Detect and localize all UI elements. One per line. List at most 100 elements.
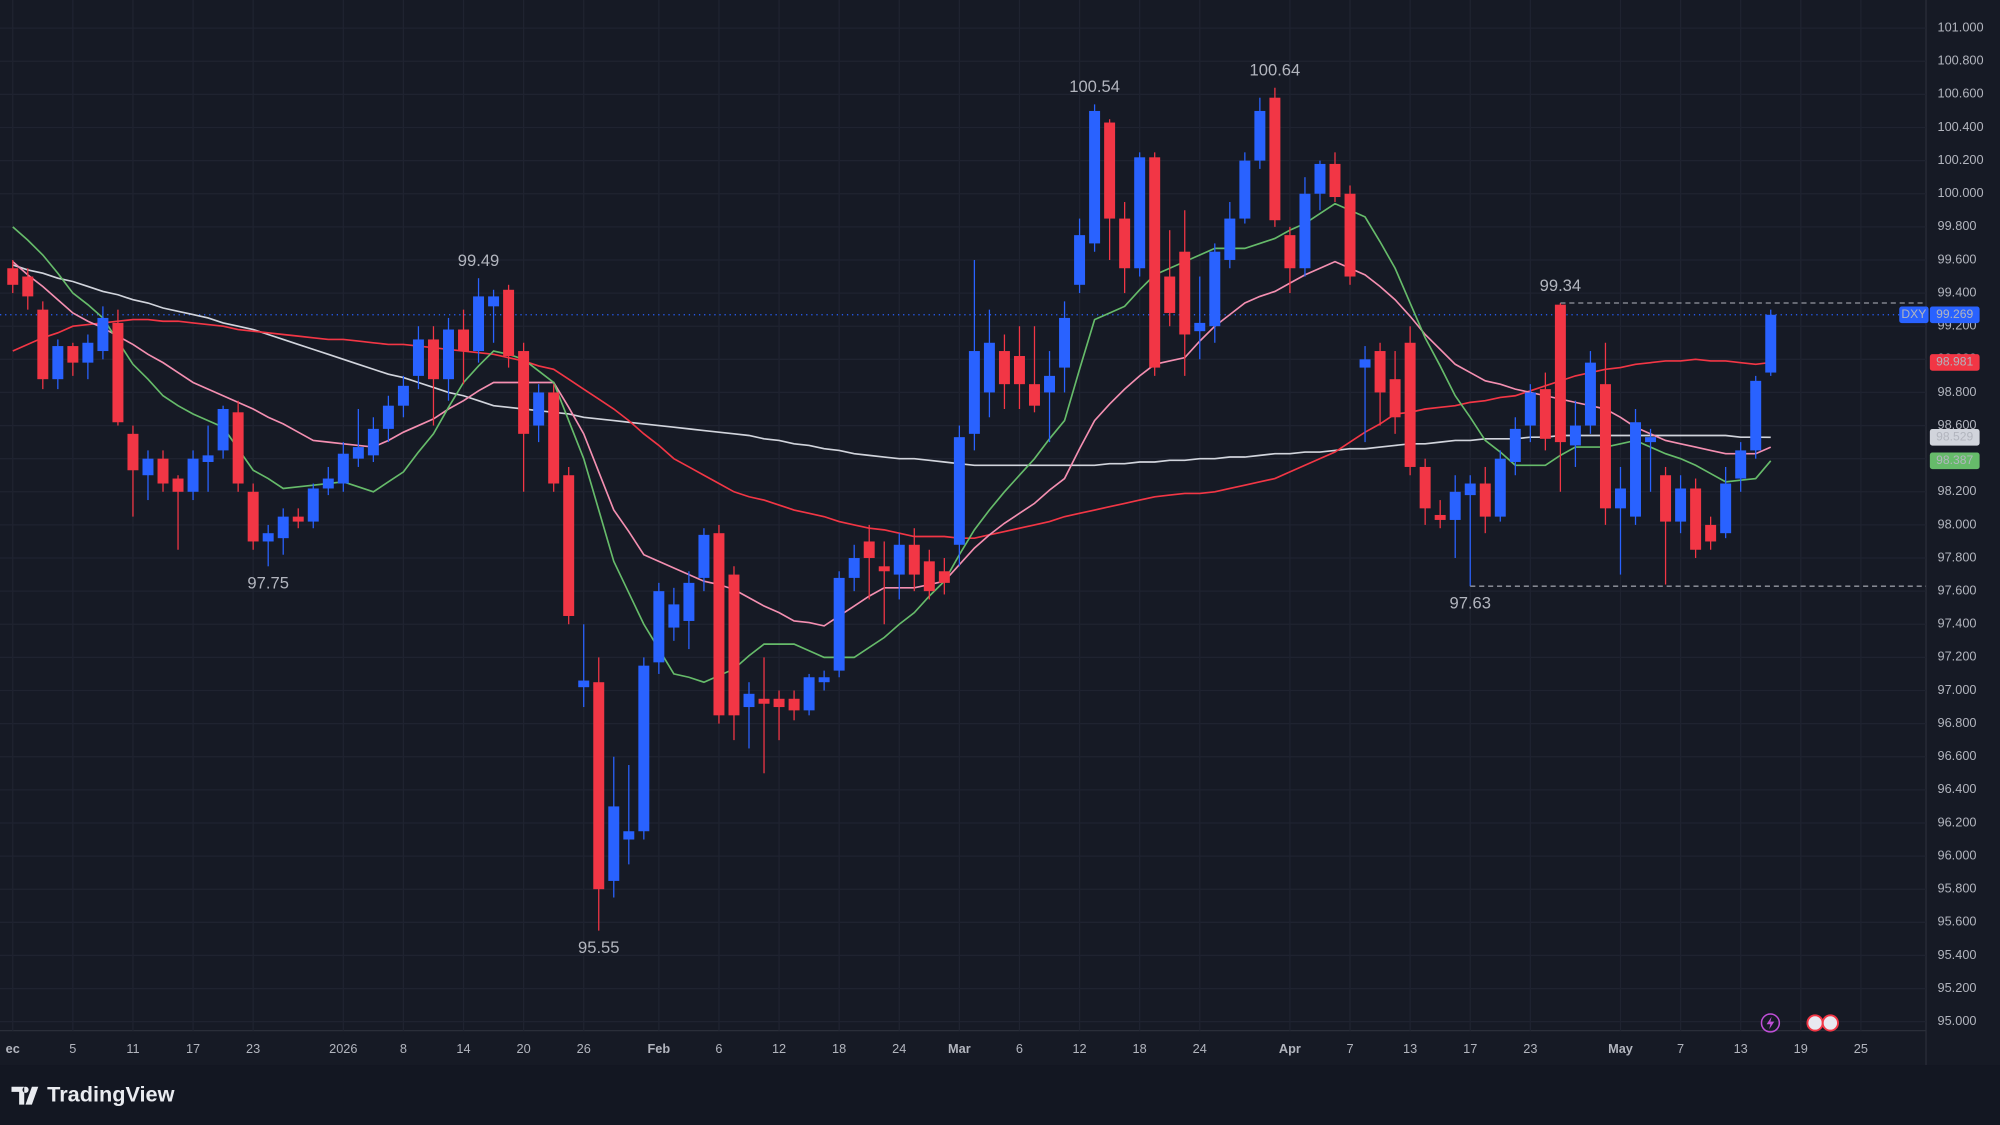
candle-body (1149, 157, 1161, 368)
symbol-tag-box (1899, 306, 1929, 324)
x-tick-label: 8 (400, 1041, 407, 1056)
candle-body (1464, 483, 1476, 496)
candle-body (262, 533, 274, 542)
x-tick-label: 23 (246, 1041, 260, 1056)
axes: 95.000 95.200 95.400 95.600 95.800 96.000 96.2… (6, 20, 1984, 1057)
y-tick-label: 97.600 (1938, 583, 1977, 598)
x-tick-label: 12 (772, 1041, 786, 1056)
candle-body (788, 698, 800, 711)
candle-body (1284, 235, 1296, 269)
candle-body (1735, 450, 1747, 479)
moving-average-line (12, 260, 1772, 627)
candle-body (1044, 375, 1055, 393)
y-tick-label: 95.800 (1938, 881, 1977, 896)
x-tick-label: 20 (517, 1041, 531, 1056)
candle-body (1164, 276, 1176, 313)
candle-body (1419, 466, 1431, 509)
x-tick-label: 7 (1346, 1041, 1353, 1056)
candle-body (1209, 251, 1221, 327)
candle-body (382, 405, 394, 429)
candle-body (833, 577, 845, 671)
x-tick-label: 19 (1794, 1041, 1808, 1056)
x-tick-label: Apr (1279, 1041, 1301, 1056)
x-tick-label: 5 (69, 1041, 76, 1056)
ma-price-tag-text: 98.981 (1936, 355, 1973, 369)
candle-body (1584, 362, 1596, 426)
ma-price-tag-text: 98.529 (1936, 430, 1973, 444)
candle-body (623, 831, 635, 840)
candle-body (1660, 475, 1672, 522)
event-flag[interactable] (1821, 1014, 1839, 1032)
candle-body (908, 544, 920, 575)
candle-body (1404, 342, 1416, 467)
candle-body (488, 296, 500, 307)
candle-body (1074, 235, 1086, 285)
candle-body (1645, 437, 1657, 443)
y-tick-label: 100.800 (1938, 53, 1984, 68)
x-tick-label: 6 (715, 1041, 722, 1056)
x-tick-label: 6 (1016, 1041, 1023, 1056)
candle-body (1013, 356, 1025, 385)
candle-body (1569, 425, 1581, 446)
x-tick-label: 13 (1734, 1041, 1748, 1056)
extreme-label: 100.54 (1069, 77, 1120, 96)
candle-body (1314, 163, 1326, 194)
y-tick-label: 95.600 (1938, 914, 1977, 929)
candle-body (1329, 163, 1341, 198)
candle-body (1359, 359, 1371, 368)
candle-body (367, 428, 379, 456)
extreme-label: 97.63 (1449, 593, 1491, 612)
candle-body (593, 682, 605, 890)
candle-body (142, 458, 154, 476)
x-tick-label: 26 (577, 1041, 591, 1056)
candle-body (503, 289, 515, 357)
y-tick-label: 98.800 (1938, 384, 1977, 399)
candle-body (1690, 488, 1702, 550)
brand-text: TradingView (47, 1081, 174, 1106)
candle-body (247, 491, 259, 542)
candle-body (938, 571, 950, 583)
bottom-icons[interactable] (1760, 1013, 1839, 1033)
plot-area: 99.49 100.54 100.64 99.34 97.75 95.55 97.63 (0, 61, 1927, 957)
candle-body (7, 268, 19, 285)
candle-body (1479, 483, 1491, 517)
candle-body (37, 309, 49, 380)
candle-body (397, 385, 409, 406)
ma-price-tag-box (1929, 429, 1980, 446)
x-tick-label: 23 (1523, 1041, 1537, 1056)
candle-body (1630, 422, 1641, 517)
last-price-tag-text: 99.269 (1936, 307, 1973, 321)
candle-body (1089, 110, 1101, 244)
extreme-label: 97.75 (247, 574, 289, 593)
alert-bolt (1766, 1016, 1775, 1030)
extreme-label: 100.64 (1250, 61, 1301, 80)
extreme-label: 99.49 (458, 251, 500, 270)
event-flag[interactable] (1806, 1014, 1824, 1032)
candle-body (277, 516, 289, 539)
candle-body (1389, 379, 1401, 418)
alert-icon[interactable] (1760, 1013, 1781, 1033)
candle-body (1434, 514, 1446, 520)
candle-body (713, 533, 725, 716)
candle-body (968, 351, 980, 434)
y-tick-label: 97.800 (1938, 549, 1977, 564)
candle-body (698, 534, 710, 578)
ma-price-tag-text: 98.387 (1936, 453, 1973, 467)
y-tick-label: 96.600 (1938, 748, 1977, 763)
y-tick-label: 100.400 (1938, 119, 1984, 134)
moving-average-line (12, 202, 1772, 684)
candle-body (1494, 458, 1506, 517)
ma-price-tag-box (1929, 452, 1980, 470)
brand-logo[interactable]: TradingView (11, 1081, 175, 1106)
y-tick-label: 96.400 (1938, 781, 1977, 796)
candle-body (1750, 380, 1762, 451)
candle-body (1675, 488, 1687, 522)
y-tick-label: 96.000 (1938, 847, 1977, 862)
candle-body (1299, 193, 1311, 269)
candle-body (668, 604, 680, 628)
x-tick-label: 24 (892, 1041, 906, 1056)
x-tick-label: 18 (1133, 1041, 1147, 1056)
candle-body (112, 322, 124, 423)
x-tick-label: 17 (1463, 1041, 1477, 1056)
candle-body (217, 408, 229, 451)
